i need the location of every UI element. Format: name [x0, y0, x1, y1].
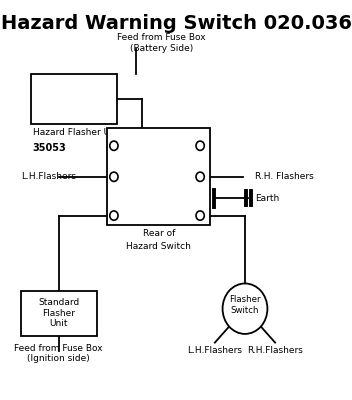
Text: Standard
Flasher
Unit: Standard Flasher Unit [38, 298, 79, 328]
Text: L.H.Flashers: L.H.Flashers [187, 346, 243, 355]
Circle shape [222, 284, 268, 334]
Text: L.H.Flashers: L.H.Flashers [21, 172, 76, 181]
Text: (Ignition side): (Ignition side) [27, 354, 90, 363]
Bar [21, 291, 97, 336]
Bar [107, 128, 210, 225]
Text: Feed from Fuse Box: Feed from Fuse Box [14, 344, 103, 353]
Text: Flasher
Switch: Flasher Switch [229, 295, 261, 314]
Text: Hazard Warning Switch 020.036: Hazard Warning Switch 020.036 [0, 14, 352, 33]
Text: Rear of: Rear of [143, 229, 175, 238]
Text: 35053: 35053 [33, 143, 67, 153]
Text: Earth: Earth [255, 194, 279, 203]
Text: R.H.Flashers: R.H.Flashers [247, 346, 303, 355]
Text: Hazard Flasher Unit: Hazard Flasher Unit [33, 128, 122, 137]
Text: Hazard Switch: Hazard Switch [126, 242, 191, 250]
Bar [31, 74, 117, 124]
Text: Feed from Fuse Box
(Battery Side): Feed from Fuse Box (Battery Side) [117, 33, 206, 53]
Text: R.H. Flashers: R.H. Flashers [255, 172, 314, 181]
